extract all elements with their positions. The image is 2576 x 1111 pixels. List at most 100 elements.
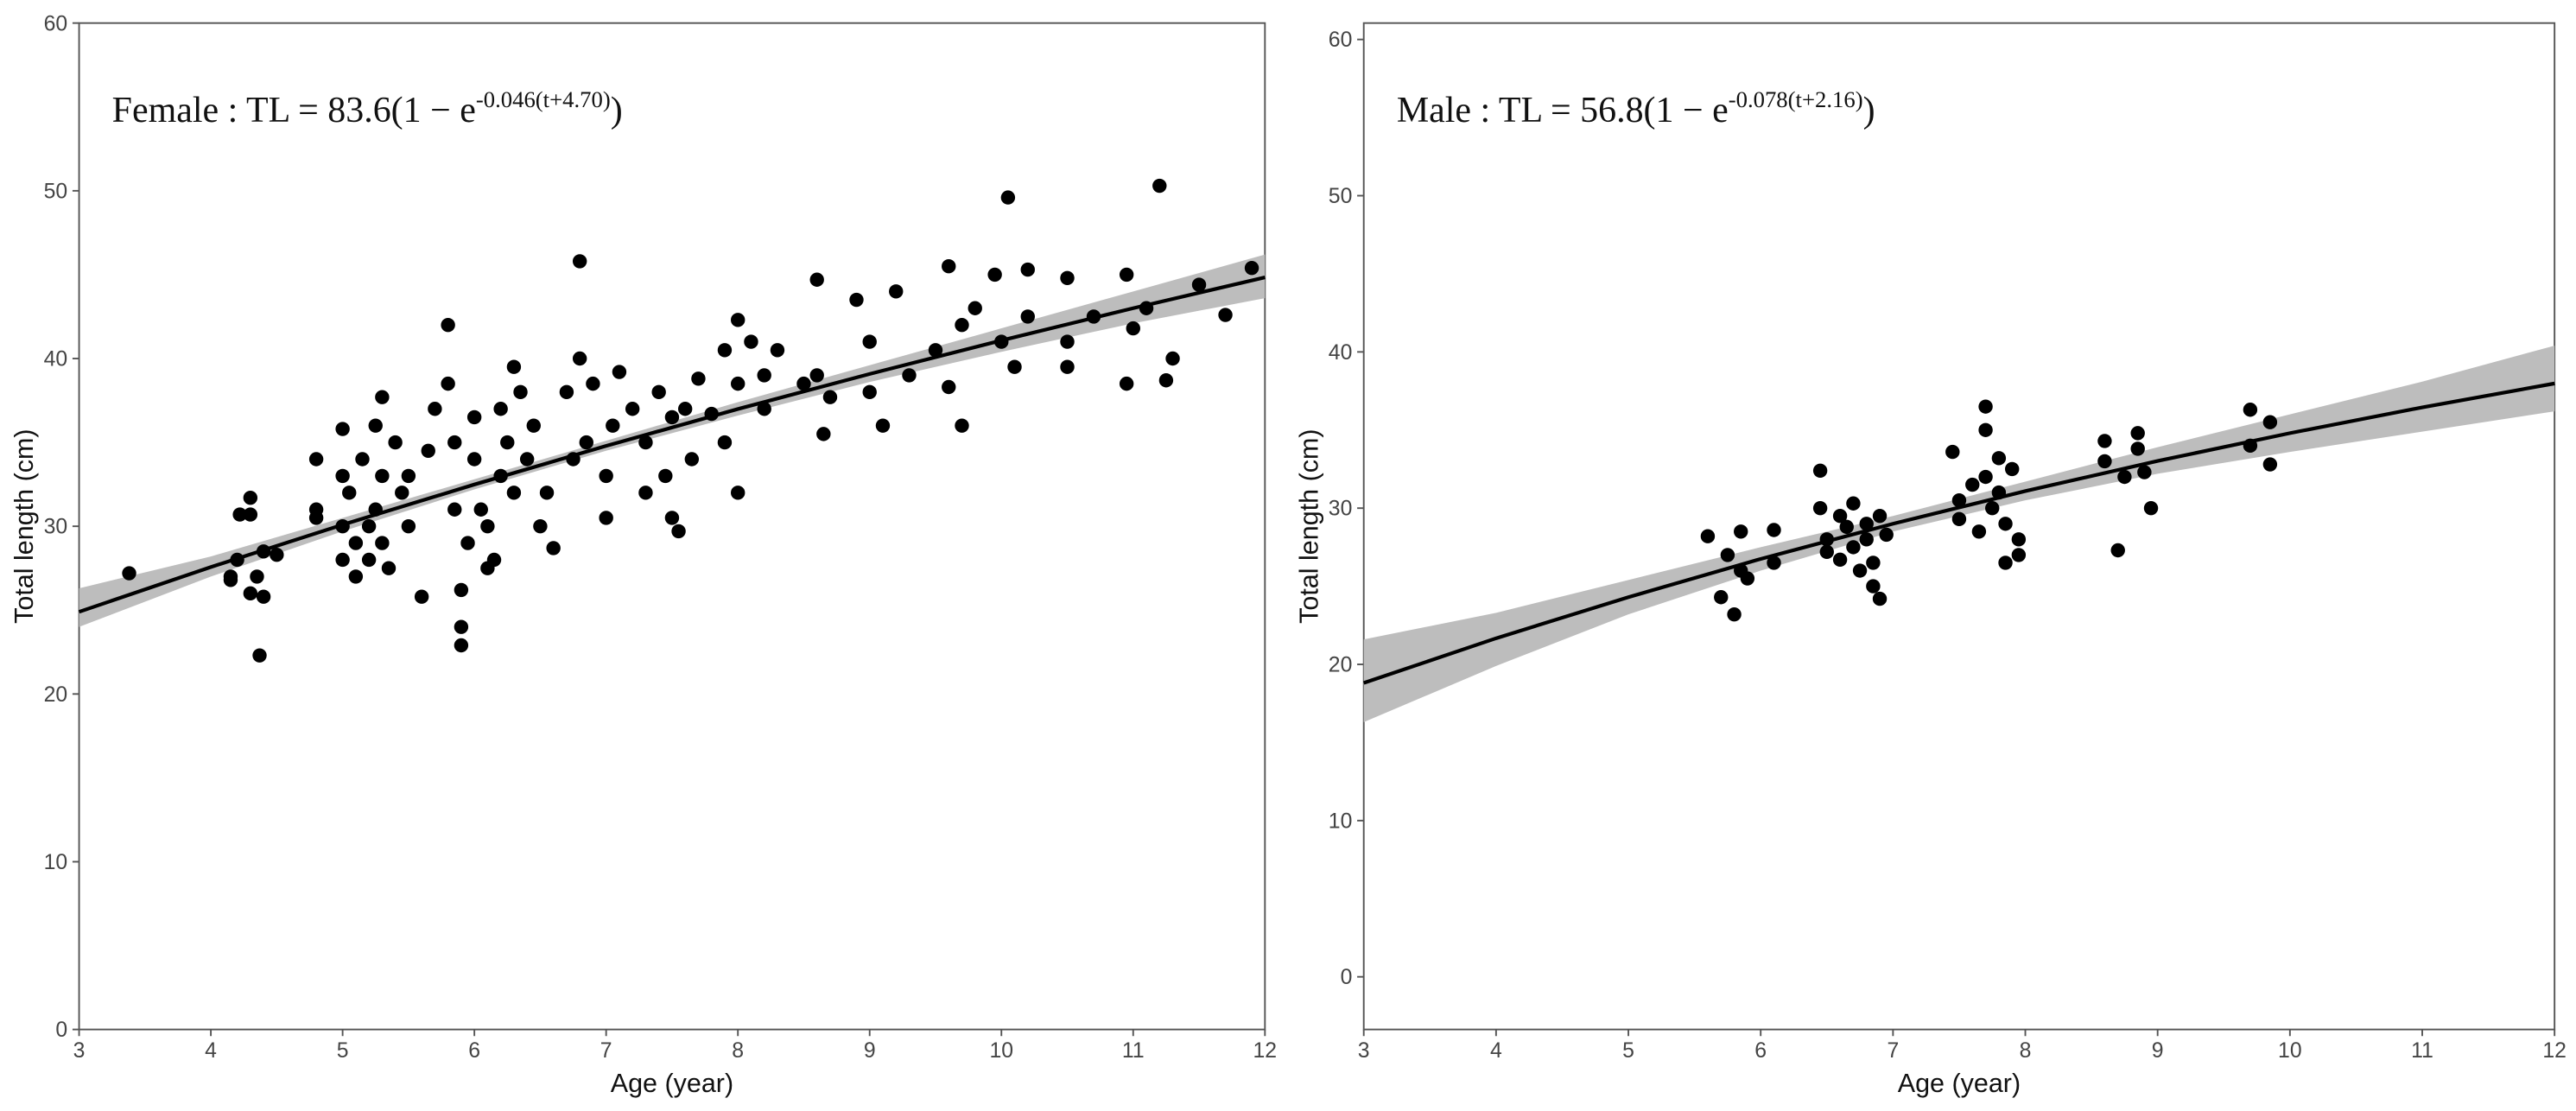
data-point [506,486,522,500]
y-tick-label: 50 [1329,185,1353,208]
data-point [651,384,666,400]
data-point [1819,544,1834,560]
data-point [348,536,364,550]
data-point [809,368,824,383]
x-tick-label: 10 [989,1039,1013,1063]
x-tick-label: 8 [2020,1039,2032,1063]
data-point [519,452,535,467]
data-point [1191,277,1207,292]
y-tick-label: 40 [1329,341,1353,365]
y-tick-label: 10 [44,851,68,874]
data-point [421,443,435,458]
data-point [243,507,258,522]
data-point [730,376,746,391]
data-point [1000,190,1016,205]
data-point [533,518,548,534]
data-point [1720,548,1735,562]
data-point [447,435,462,450]
data-point [526,418,541,433]
data-point [506,359,522,374]
data-point [473,502,488,517]
data-point [2262,457,2278,472]
x-axis-label: Age (year) [1898,1069,2021,1098]
data-point [942,259,956,274]
y-tick-label: 30 [1329,498,1353,521]
data-point [368,418,383,433]
x-tick-label: 9 [864,1039,876,1063]
data-point [1998,517,2013,531]
data-point [1872,591,1888,606]
data-point [1985,500,2000,516]
data-point [1866,556,1881,570]
data-point [1859,517,1874,531]
data-point [770,343,785,358]
y-tick-label: 10 [1329,809,1353,833]
equation-exponent: -0.046(t+4.70) [476,86,611,112]
y-tick-label: 20 [44,683,68,707]
data-point [862,384,877,400]
data-point [2137,465,2152,479]
data-point [428,402,442,416]
data-point [677,402,693,416]
data-point [1152,178,1167,194]
x-tick-label: 6 [1754,1039,1767,1063]
data-point [252,648,267,663]
data-point [599,468,613,484]
data-point [2097,434,2112,448]
x-tick-label: 7 [600,1039,612,1063]
data-point [342,486,357,500]
x-tick-label: 7 [1887,1039,1899,1063]
x-tick-label: 12 [1253,1039,1278,1063]
fit-line [78,275,1266,614]
data-point [270,547,284,562]
data-point [2005,461,2020,477]
y-tick-label: 20 [1329,654,1353,677]
data-point [308,452,324,467]
data-point [809,272,824,287]
data-point [1767,523,1781,537]
y-axis-label: Total length (cm) [1294,429,1323,623]
data-point [2243,403,2258,417]
data-point [1060,359,1075,374]
data-point [2011,548,2027,562]
y-tick-label: 40 [44,348,68,371]
x-tick-label: 5 [1622,1039,1634,1063]
x-tick-label: 12 [2542,1039,2566,1063]
data-point [335,422,350,436]
data-point [1119,376,1134,391]
data-point [493,402,508,416]
data-point [361,518,377,534]
data-point [955,418,969,433]
data-point [375,468,390,484]
y-tick-label: 0 [55,1019,67,1042]
data-point [586,376,600,391]
data-point [599,511,613,525]
data-point [1060,334,1075,349]
data-point [401,468,416,484]
data-point [730,486,746,500]
y-tick-label: 0 [1341,966,1353,989]
data-point [987,267,1002,283]
data-point [1852,563,1868,578]
data-point [2011,532,2027,547]
x-tick-label: 6 [468,1039,480,1063]
data-point [862,334,877,349]
data-point [2117,469,2132,485]
data-point [796,376,811,391]
data-point [658,468,673,484]
data-point [572,254,587,269]
x-tick-label: 4 [1490,1039,1502,1063]
data-point [1158,373,1174,388]
data-point [1951,511,1967,527]
data-point [822,390,838,404]
equation-main: Female : TL = 83.6(1 − e [112,91,476,130]
data-point [875,418,891,433]
data-point [1734,524,1748,539]
data-point [1971,524,1987,539]
data-point [1991,451,2007,466]
data-point [1872,509,1888,524]
data-point [546,541,561,556]
data-point [717,435,733,450]
data-point [454,619,469,634]
data-point [308,511,324,525]
